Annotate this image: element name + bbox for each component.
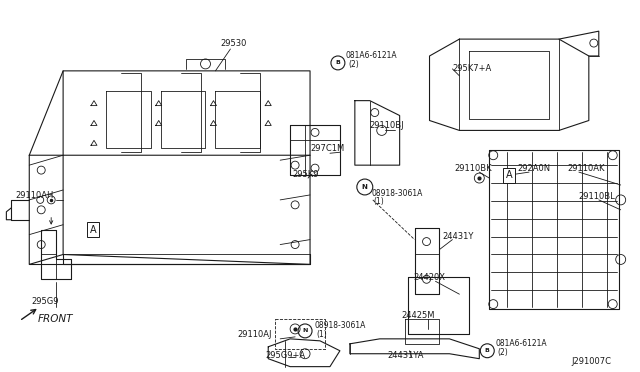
Text: 295G9: 295G9 [31,296,59,306]
Text: B: B [335,60,340,65]
Text: 29110AK: 29110AK [567,164,604,173]
Text: 292A0N: 292A0N [517,164,550,173]
Text: 295K7+A: 295K7+A [452,64,492,73]
Text: (1): (1) [316,330,327,339]
Text: J291007C: J291007C [571,357,611,366]
Text: B: B [485,348,490,353]
Text: 297C1M: 297C1M [310,144,344,153]
Text: 29110AJ: 29110AJ [237,330,272,339]
Text: 295G9+A: 295G9+A [265,351,305,360]
Text: N: N [362,184,368,190]
Text: 081A6-6121A: 081A6-6121A [346,51,397,61]
Text: 295K9: 295K9 [292,170,319,179]
Text: (2): (2) [348,60,358,70]
Text: A: A [506,170,513,180]
Text: FRONT: FRONT [37,314,73,324]
Text: 29110BL: 29110BL [579,192,616,201]
Text: 08918-3061A: 08918-3061A [314,321,365,330]
Text: 24431Y: 24431Y [442,232,474,241]
Text: (2): (2) [497,348,508,357]
Text: 24425M: 24425M [402,311,435,320]
Text: 24420X: 24420X [413,273,445,282]
Text: (1): (1) [374,198,385,206]
Text: 29110BK: 29110BK [454,164,492,173]
Text: N: N [302,328,308,333]
Text: A: A [90,225,96,235]
Text: 29110AH: 29110AH [15,192,54,201]
Text: 081A6-6121A: 081A6-6121A [495,339,547,348]
Text: 29530: 29530 [220,39,247,48]
Text: 08918-3061A: 08918-3061A [372,189,423,198]
Text: 24431YA: 24431YA [388,351,424,360]
Text: 29110BJ: 29110BJ [370,121,404,130]
